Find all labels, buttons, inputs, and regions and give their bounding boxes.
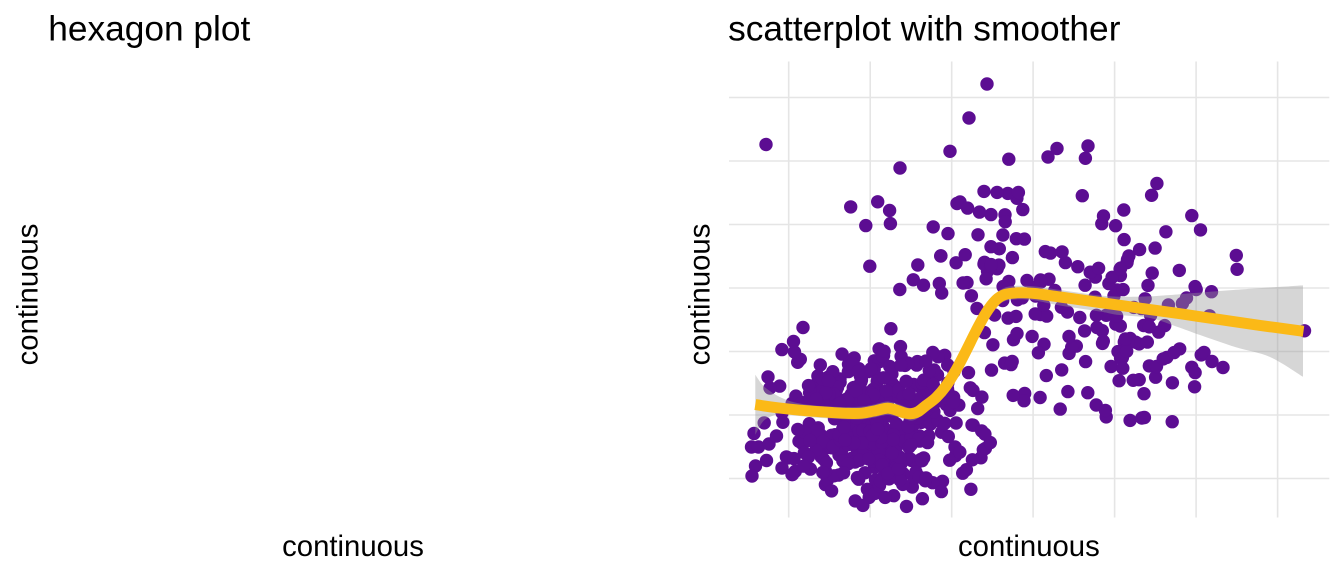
svg-text:scatterplot with smoother: scatterplot with smoother <box>728 9 1121 48</box>
svg-text:hexagon plot: hexagon plot <box>48 9 250 48</box>
svg-text:continuous: continuous <box>12 224 45 366</box>
svg-text:continuous: continuous <box>282 530 424 563</box>
svg-text:continuous: continuous <box>684 224 717 366</box>
svg-text:continuous: continuous <box>958 530 1100 563</box>
